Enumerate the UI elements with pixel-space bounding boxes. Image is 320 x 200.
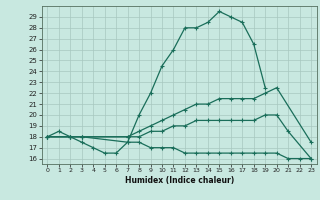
X-axis label: Humidex (Indice chaleur): Humidex (Indice chaleur): [124, 176, 234, 185]
